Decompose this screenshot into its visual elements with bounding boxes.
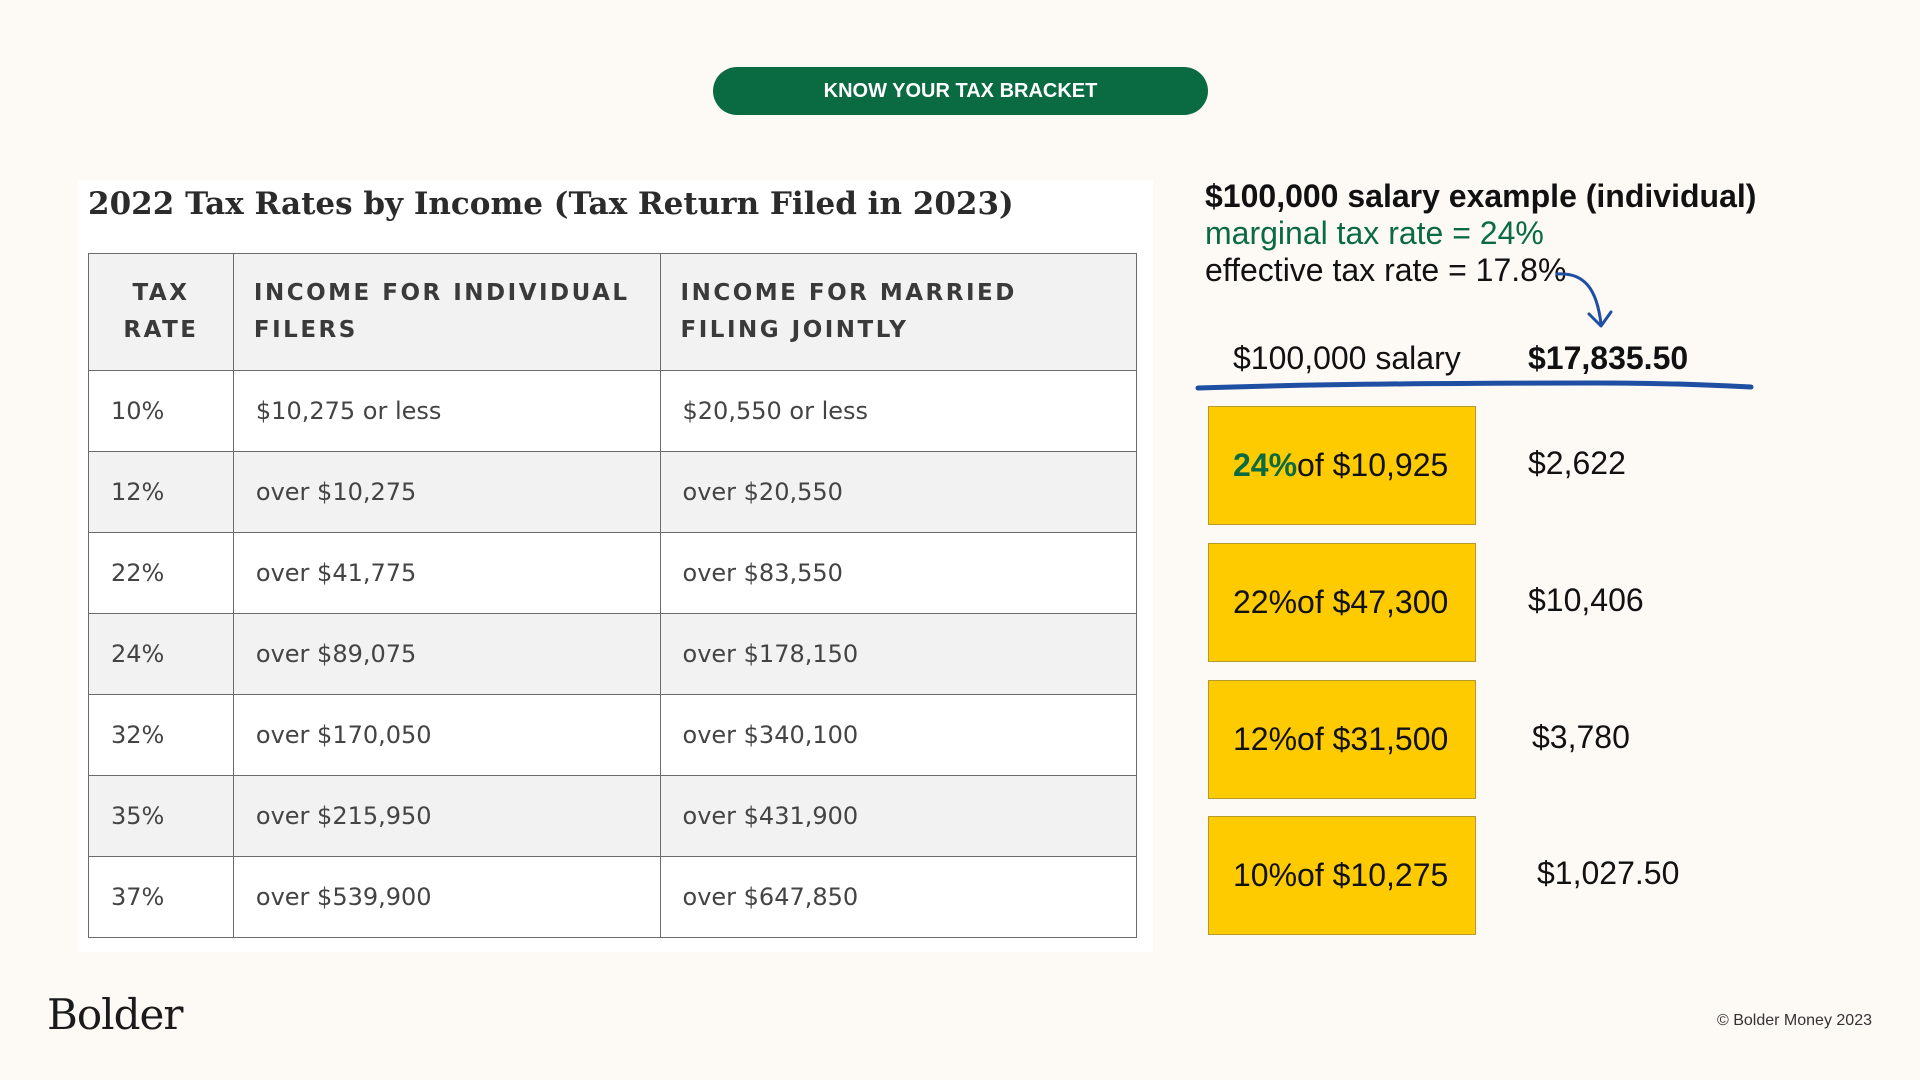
cell-rate: 10% xyxy=(88,370,234,452)
cell-rate: 35% xyxy=(88,775,234,857)
header-married: INCOME FOR MARRIED FILING JOINTLY xyxy=(659,253,1138,371)
cell-married: over $647,850 xyxy=(659,856,1138,938)
tax-table-card: 2022 Tax Rates by Income (Tax Return Fil… xyxy=(78,180,1153,952)
table-row: 24% over $89,075 over $178,150 xyxy=(88,613,1138,695)
cell-individual: over $10,275 xyxy=(232,451,661,533)
table-row: 10% $10,275 or less $20,550 or less xyxy=(88,370,1138,452)
cell-rate: 12% xyxy=(88,451,234,533)
hand-drawn-underline xyxy=(1195,380,1754,391)
header-tax-rate: TAX RATE xyxy=(88,253,234,371)
salary-label: $100,000 salary xyxy=(1233,340,1461,376)
bracket-portion: of $47,300 xyxy=(1297,584,1449,620)
table-row: 32% over $170,050 over $340,100 xyxy=(88,694,1138,776)
cell-rate: 24% xyxy=(88,613,234,695)
total-tax: $17,835.50 xyxy=(1528,340,1689,376)
bracket-rate: 22% xyxy=(1233,584,1298,620)
table-title: 2022 Tax Rates by Income (Tax Return Fil… xyxy=(88,186,1014,222)
bolder-logo: Bolder xyxy=(47,990,183,1039)
bracket-rate: 10% xyxy=(1233,857,1298,893)
cell-individual: over $170,050 xyxy=(232,694,661,776)
bracket-box: 24% of $10,925 xyxy=(1208,406,1476,525)
table-row: 35% over $215,950 over $431,900 xyxy=(88,775,1138,857)
bracket-amount: $1,027.50 xyxy=(1537,855,1680,891)
cell-individual: over $215,950 xyxy=(232,775,661,857)
bracket-portion: of $10,925 xyxy=(1297,447,1449,483)
bracket-box: 10% of $10,275 xyxy=(1208,816,1476,935)
cell-individual: over $89,075 xyxy=(232,613,661,695)
section-pill-label: KNOW YOUR TAX BRACKET xyxy=(823,79,1098,102)
cell-married: over $340,100 xyxy=(659,694,1138,776)
cell-individual: over $41,775 xyxy=(232,532,661,614)
effective-rate-text: effective tax rate = 17.8% xyxy=(1205,252,1567,288)
cell-married: over $178,150 xyxy=(659,613,1138,695)
bracket-box: 12% of $31,500 xyxy=(1208,680,1476,799)
marginal-rate-text: marginal tax rate = 24% xyxy=(1205,215,1544,251)
bracket-rate: 12% xyxy=(1233,721,1298,757)
bracket-amount: $2,622 xyxy=(1528,445,1626,481)
bracket-amount: $3,780 xyxy=(1532,719,1630,755)
copyright: © Bolder Money 2023 xyxy=(1717,1012,1872,1029)
table-header-row: TAX RATE INCOME FOR INDIVIDUAL FILERS IN… xyxy=(88,253,1138,371)
example-title: $100,000 salary example (individual) xyxy=(1205,178,1757,214)
cell-rate: 37% xyxy=(88,856,234,938)
table-row: 12% over $10,275 over $20,550 xyxy=(88,451,1138,533)
table-row: 37% over $539,900 over $647,850 xyxy=(88,856,1138,938)
header-individual: INCOME FOR INDIVIDUAL FILERS xyxy=(232,253,661,371)
cell-married: over $20,550 xyxy=(659,451,1138,533)
cell-married: over $83,550 xyxy=(659,532,1138,614)
tax-rate-table: TAX RATE INCOME FOR INDIVIDUAL FILERS IN… xyxy=(88,253,1138,938)
section-pill: KNOW YOUR TAX BRACKET xyxy=(713,67,1208,115)
bracket-portion: of $10,275 xyxy=(1297,857,1449,893)
cell-rate: 32% xyxy=(88,694,234,776)
bracket-box: 22% of $47,300 xyxy=(1208,543,1476,662)
cell-married: over $431,900 xyxy=(659,775,1138,857)
bracket-amount: $10,406 xyxy=(1528,582,1644,618)
table-row: 22% over $41,775 over $83,550 xyxy=(88,532,1138,614)
bracket-rate: 24% xyxy=(1233,447,1298,483)
curved-arrow-icon xyxy=(1555,272,1613,328)
cell-individual: over $539,900 xyxy=(232,856,661,938)
cell-married: $20,550 or less xyxy=(659,370,1138,452)
bracket-portion: of $31,500 xyxy=(1297,721,1449,757)
cell-individual: $10,275 or less xyxy=(232,370,661,452)
cell-rate: 22% xyxy=(88,532,234,614)
